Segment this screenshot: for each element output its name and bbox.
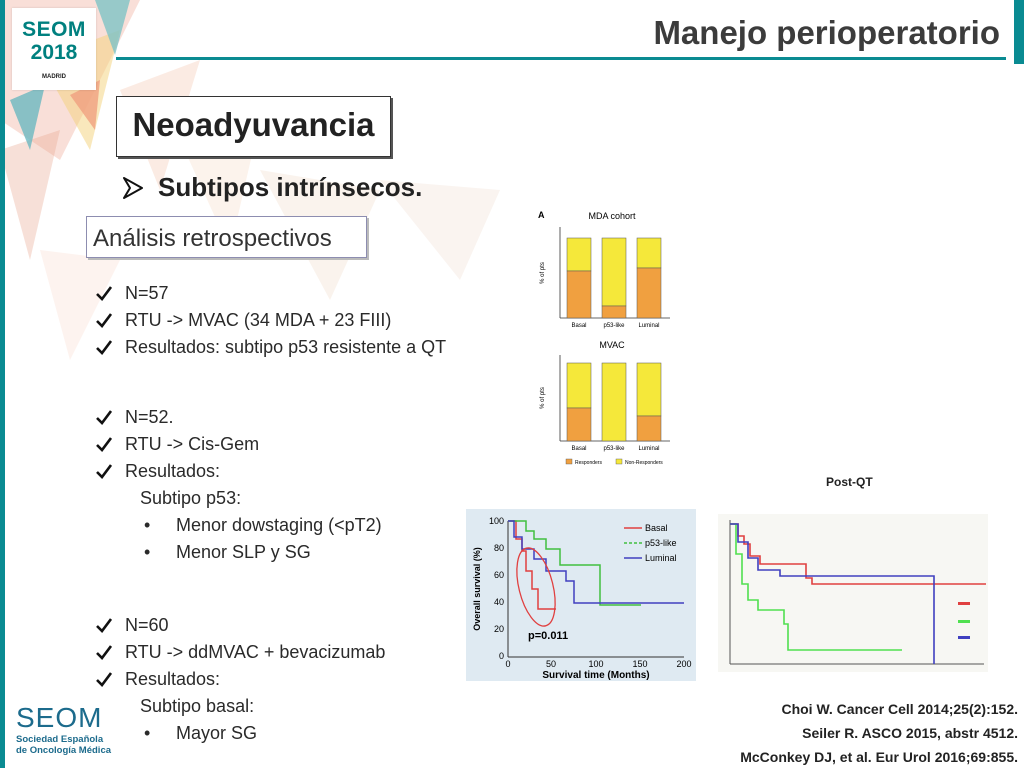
tag-box: Análisis retrospectivos [86, 216, 367, 258]
seom-2018-logo: SEOM 2018 MADRID [12, 8, 96, 90]
panel-letter: A [538, 210, 545, 220]
svg-text:Responders: Responders [575, 460, 602, 466]
bullet-dot-icon: • [144, 515, 151, 535]
subheading: Subtipos intrínsecos. [122, 172, 422, 203]
bullet-dot-icon: • [144, 723, 151, 743]
svg-text:p53-like: p53-like [603, 446, 625, 452]
km-survival-plot: 100 80 60 40 20 0 0 50 100 150 200 Overa… [466, 509, 696, 681]
checkmark-icon [96, 410, 112, 425]
bar-top-ylabel: % of pts [540, 262, 546, 284]
checkmark-icon [96, 313, 112, 328]
arrow-bullet-icon [123, 176, 143, 199]
km-pvalue: p=0.011 [528, 630, 568, 642]
logo-city: MADRID [42, 74, 66, 80]
checkmark-icon [96, 672, 112, 687]
svg-text:0: 0 [499, 651, 504, 661]
svg-text:20: 20 [494, 624, 504, 634]
svg-text:100: 100 [489, 516, 504, 526]
svg-text:60: 60 [494, 570, 504, 580]
km-xlabel: Survival time (Months) [542, 670, 649, 681]
post-qt-survival-plot [718, 514, 988, 672]
bar-charts-figure: A MDA cohort % of pts Basal p53-like Lum… [530, 205, 690, 473]
svg-text:80: 80 [494, 543, 504, 553]
svg-text:0: 0 [505, 659, 510, 669]
svg-text:Luminal: Luminal [645, 553, 677, 563]
footer-logo-line1: Sociedad Española [16, 734, 104, 745]
subheading-text: Subtipos intrínsecos. [158, 172, 423, 202]
reference-line: Choi W. Cancer Cell 2014;25(2):152. [781, 701, 1018, 717]
svg-text:Basal: Basal [571, 446, 586, 452]
bar-bottom-ylabel: % of pts [540, 387, 546, 409]
tag-text: Análisis retrospectivos [93, 225, 332, 252]
left-accent-bar [0, 0, 5, 768]
bar-bottom-title: MVAC [599, 340, 625, 350]
footer-logo-line2: de Oncología Médica [16, 745, 112, 756]
svg-text:100: 100 [588, 659, 603, 669]
logo-brand: SEOM [22, 18, 86, 41]
checkmark-icon [96, 464, 112, 479]
svg-text:200: 200 [676, 659, 691, 669]
svg-text:40: 40 [494, 597, 504, 607]
svg-text:Basal: Basal [571, 323, 586, 329]
checkmark-icon [96, 618, 112, 633]
svg-text:Non-Responders: Non-Responders [625, 460, 663, 466]
section-heading: Neoadyuvancia [132, 106, 375, 143]
title-underline [116, 57, 1006, 60]
reference-line: McConkey DJ, et al. Eur Urol 2016;69:855… [740, 749, 1018, 765]
slide-title: Manejo perioperatorio [653, 14, 1000, 51]
km-ylabel: Overall survival (%) [472, 547, 482, 631]
right-accent-bar [1014, 0, 1024, 64]
svg-text:Basal: Basal [645, 523, 668, 533]
section-heading-box: Neoadyuvancia [116, 96, 391, 157]
logo-year: 2018 [30, 41, 78, 64]
checkmark-icon [96, 645, 112, 660]
svg-text:150: 150 [632, 659, 647, 669]
svg-text:p53-like: p53-like [645, 538, 677, 548]
checkmark-icon [96, 286, 112, 301]
post-qt-label: Post-QT [826, 475, 873, 489]
references: Choi W. Cancer Cell 2014;25(2):152. Seil… [740, 697, 1018, 768]
seom-footer-logo: SEOM Sociedad Española de Oncología Médi… [16, 702, 111, 756]
svg-text:Luminal: Luminal [638, 446, 659, 452]
checkmark-icon [96, 437, 112, 452]
svg-text:p53-like: p53-like [603, 323, 625, 329]
footer-logo-name: SEOM [16, 702, 103, 733]
svg-text:Luminal: Luminal [638, 323, 659, 329]
bar-top-title: MDA cohort [588, 211, 636, 221]
svg-text:50: 50 [546, 659, 556, 669]
checkmark-icon [96, 340, 112, 355]
bullet-dot-icon: • [144, 542, 151, 562]
reference-line: Seiler R. ASCO 2015, abstr 4512. [802, 725, 1018, 741]
